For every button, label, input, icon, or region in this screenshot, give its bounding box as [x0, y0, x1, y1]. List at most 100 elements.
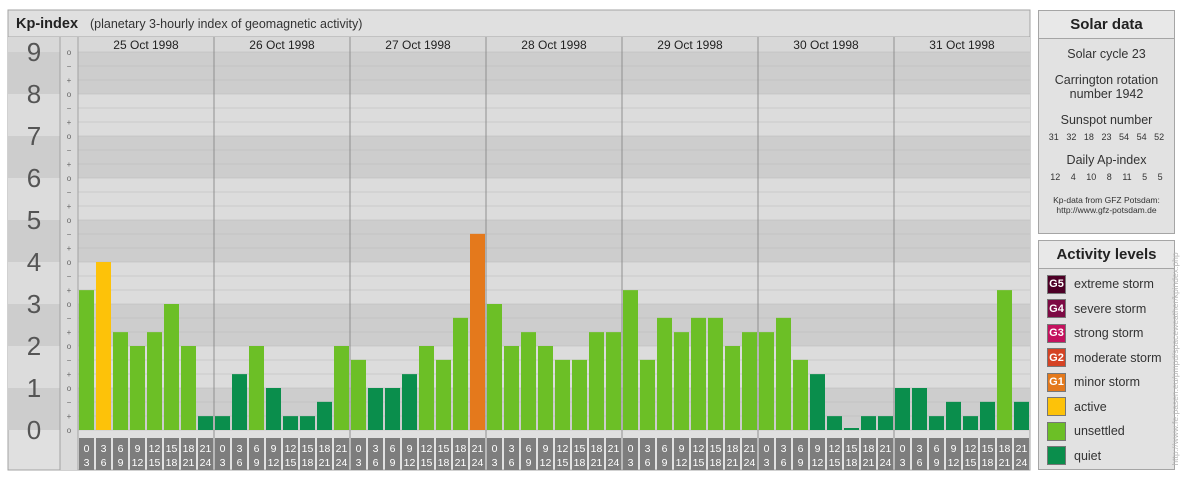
sub-tick-label: + — [67, 286, 72, 295]
time-slot-start: 12 — [693, 443, 705, 455]
sub-tick-label: o — [67, 426, 72, 435]
time-slot-end: 24 — [472, 457, 484, 469]
y-tick-label: 3 — [27, 289, 41, 319]
time-slot-cell — [572, 438, 587, 470]
legend-item: G5 extreme storm — [1047, 274, 1154, 294]
time-slot-cell — [980, 438, 995, 470]
legend-swatch: G5 — [1047, 274, 1066, 294]
credit-line1: Kp-data from GFZ Potsdam: — [1053, 195, 1160, 205]
kp-bar — [640, 359, 655, 430]
kp-bar — [538, 346, 553, 430]
kp-bar — [623, 290, 638, 430]
sub-tick-label: o — [67, 174, 72, 183]
time-slot-cell — [419, 438, 434, 470]
time-slot-end: 9 — [798, 457, 804, 469]
time-slot-start: 9 — [135, 443, 141, 455]
sub-tick-label: o — [67, 342, 72, 351]
time-slot-end: 15 — [829, 457, 841, 469]
sunspot-values: 31 32 18 23 54 54 52 — [1039, 132, 1174, 142]
ap-value: 11 — [1122, 172, 1132, 182]
time-slot-cell — [521, 438, 536, 470]
credit-line2[interactable]: http://www.gfz-potsdam.de — [1056, 205, 1157, 215]
time-slot-cell — [946, 438, 961, 470]
time-slot-cell — [623, 438, 638, 470]
day-label: 25 Oct 1998 — [113, 38, 179, 52]
time-slot-start: 0 — [492, 443, 498, 455]
time-slot-cell — [334, 438, 349, 470]
time-slot-start: 15 — [982, 443, 994, 455]
kp-bar — [215, 416, 230, 430]
time-slot-cell — [317, 438, 332, 470]
time-slot-start: 15 — [846, 443, 858, 455]
time-slot-start: 0 — [900, 443, 906, 455]
time-slot-start: 12 — [557, 443, 569, 455]
time-slot-cell — [929, 438, 944, 470]
time-slot-start: 0 — [764, 443, 770, 455]
time-slot-start: 6 — [934, 443, 940, 455]
kp-bar — [708, 317, 723, 430]
kp-bar — [385, 388, 400, 430]
time-slot-end: 6 — [373, 457, 379, 469]
time-slot-cell — [351, 438, 366, 470]
time-slot-start: 3 — [509, 443, 515, 455]
sub-tick-label: − — [67, 356, 72, 365]
time-slot-start: 9 — [407, 443, 413, 455]
time-slot-cell — [725, 438, 740, 470]
carrington-line2: number 1942 — [1069, 87, 1144, 101]
time-slot-end: 3 — [220, 457, 226, 469]
time-slot-end: 12 — [812, 457, 824, 469]
legend-swatch — [1047, 397, 1066, 416]
time-slot-end: 12 — [676, 457, 688, 469]
solar-data-title: Solar data — [1039, 11, 1174, 39]
time-slot-start: 6 — [390, 443, 396, 455]
kp-bar — [997, 290, 1012, 430]
time-slot-cell — [759, 438, 774, 470]
y-tick-label: 7 — [27, 121, 41, 151]
time-slot-start: 15 — [710, 443, 722, 455]
time-slot-start: 6 — [526, 443, 532, 455]
time-slot-start: 18 — [183, 443, 195, 455]
day-header-band — [8, 37, 1030, 52]
time-slot-start: 12 — [149, 443, 161, 455]
time-slot-start: 15 — [166, 443, 178, 455]
time-slot-cell — [606, 438, 621, 470]
time-slot-cell — [232, 438, 247, 470]
kp-bar — [589, 332, 604, 430]
sunspot-value: 54 — [1136, 132, 1147, 142]
time-slot-end: 12 — [132, 457, 144, 469]
sub-tick-label: + — [67, 244, 72, 253]
sunspot-value: 52 — [1154, 132, 1165, 142]
sub-tick-label: o — [67, 132, 72, 141]
time-slot-end: 18 — [982, 457, 994, 469]
sub-tick-label: + — [67, 118, 72, 127]
sub-tick-label: o — [67, 48, 72, 57]
ap-value: 10 — [1086, 172, 1097, 182]
legend-label: extreme storm — [1074, 277, 1154, 291]
y-tick-label: 9 — [27, 37, 41, 67]
time-slot-end: 3 — [628, 457, 634, 469]
time-slot-end: 9 — [390, 457, 396, 469]
kp-bar — [232, 374, 247, 430]
legend-label: quiet — [1074, 448, 1102, 463]
sub-tick-label: − — [67, 146, 72, 155]
time-slot-cell — [912, 438, 927, 470]
kp-bar — [674, 332, 689, 430]
time-slot-start: 12 — [421, 443, 433, 455]
time-slot-end: 18 — [302, 457, 314, 469]
time-slot-end: 12 — [540, 457, 552, 469]
side-credit-text: http://www.fe.pasen.eu/pmpd/spaceweather… — [1170, 252, 1180, 466]
kp-bar — [827, 416, 842, 430]
time-slot-end: 9 — [254, 457, 260, 469]
kp-bar — [844, 428, 859, 430]
time-slot-start: 6 — [798, 443, 804, 455]
ap-value: 8 — [1106, 172, 1112, 182]
legend-swatch — [1047, 446, 1066, 465]
ap-value: 5 — [1157, 172, 1163, 182]
solar-cycle: Solar cycle 23 — [1067, 47, 1146, 61]
kp-band — [8, 52, 1030, 94]
time-slot-end: 18 — [438, 457, 450, 469]
time-slot-cell — [997, 438, 1012, 470]
kp-band — [8, 220, 1030, 262]
time-slot-cell — [708, 438, 723, 470]
